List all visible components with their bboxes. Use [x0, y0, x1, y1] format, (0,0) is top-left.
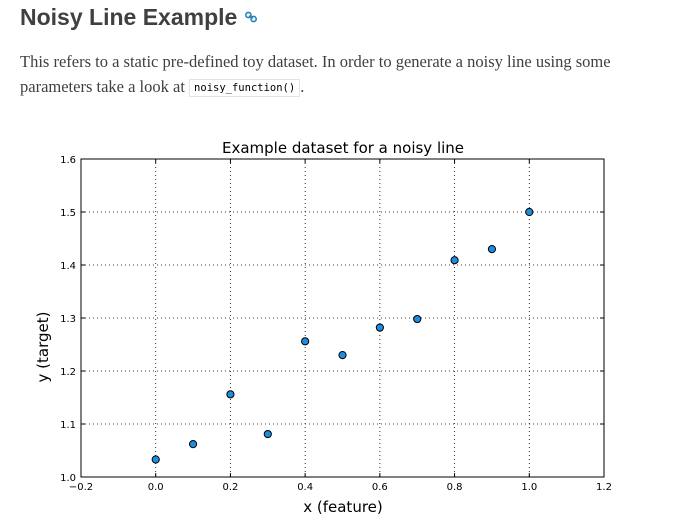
- axis-ticks: −0.2 0.0 0.2 0.4 0.6 0.8 1.0 1.2 1.0 1.1 1.2 1.3 1.4…: [60, 155, 612, 493]
- data-point: [375, 323, 384, 332]
- y-tick-label: 1.1: [60, 420, 76, 431]
- intro-paragraph: This refers to a static pre-defined toy …: [20, 49, 680, 102]
- intro-text: This refers to a static pre-defined toy …: [20, 52, 611, 96]
- y-axis-label: y (target): [34, 312, 52, 383]
- link-icon[interactable]: [244, 10, 258, 24]
- scatter-chart: Example dataset for a noisy line −0.2 0.0…: [0, 130, 690, 526]
- data-point: [525, 207, 534, 217]
- y-tick-label: 1.0: [60, 473, 76, 484]
- x-tick-label: 1.0: [521, 482, 537, 493]
- x-tick-label: 0.8: [447, 482, 463, 493]
- x-tick-label: 0.2: [222, 482, 238, 493]
- x-tick-label: 1.2: [596, 482, 612, 493]
- intro-text-end: .: [300, 77, 305, 96]
- data-point: [413, 314, 422, 324]
- y-tick-label: 1.5: [60, 208, 76, 219]
- x-tick-label: 0.0: [148, 482, 164, 493]
- section-heading: Noisy Line Example: [20, 0, 258, 34]
- grid-lines: [81, 159, 604, 477]
- chart-canvas: Example dataset for a noisy line −0.2 0.0…: [34, 139, 612, 516]
- y-tick-label: 1.4: [60, 261, 76, 272]
- data-point: [188, 440, 198, 449]
- data-point: [151, 455, 160, 464]
- x-tick-label: −0.2: [69, 482, 93, 493]
- data-point: [226, 390, 235, 399]
- data-point: [487, 245, 497, 254]
- data-points: [151, 207, 534, 464]
- plot-frame: [80, 158, 605, 478]
- data-point: [263, 429, 272, 439]
- y-tick-label: 1.2: [60, 367, 76, 378]
- data-point: [450, 256, 459, 265]
- code-noisy-function: noisy_function(): [189, 79, 301, 97]
- chart-title: Example dataset for a noisy line: [222, 139, 464, 157]
- y-tick-label: 1.6: [60, 155, 76, 166]
- x-axis-label: x (feature): [303, 498, 383, 516]
- x-tick-label: 0.4: [297, 482, 313, 493]
- data-point: [338, 351, 347, 360]
- x-tick-label: 0.6: [372, 482, 388, 493]
- section-title: Noisy Line Example: [20, 3, 238, 30]
- y-tick-label: 1.3: [60, 314, 76, 325]
- data-point: [301, 337, 310, 346]
